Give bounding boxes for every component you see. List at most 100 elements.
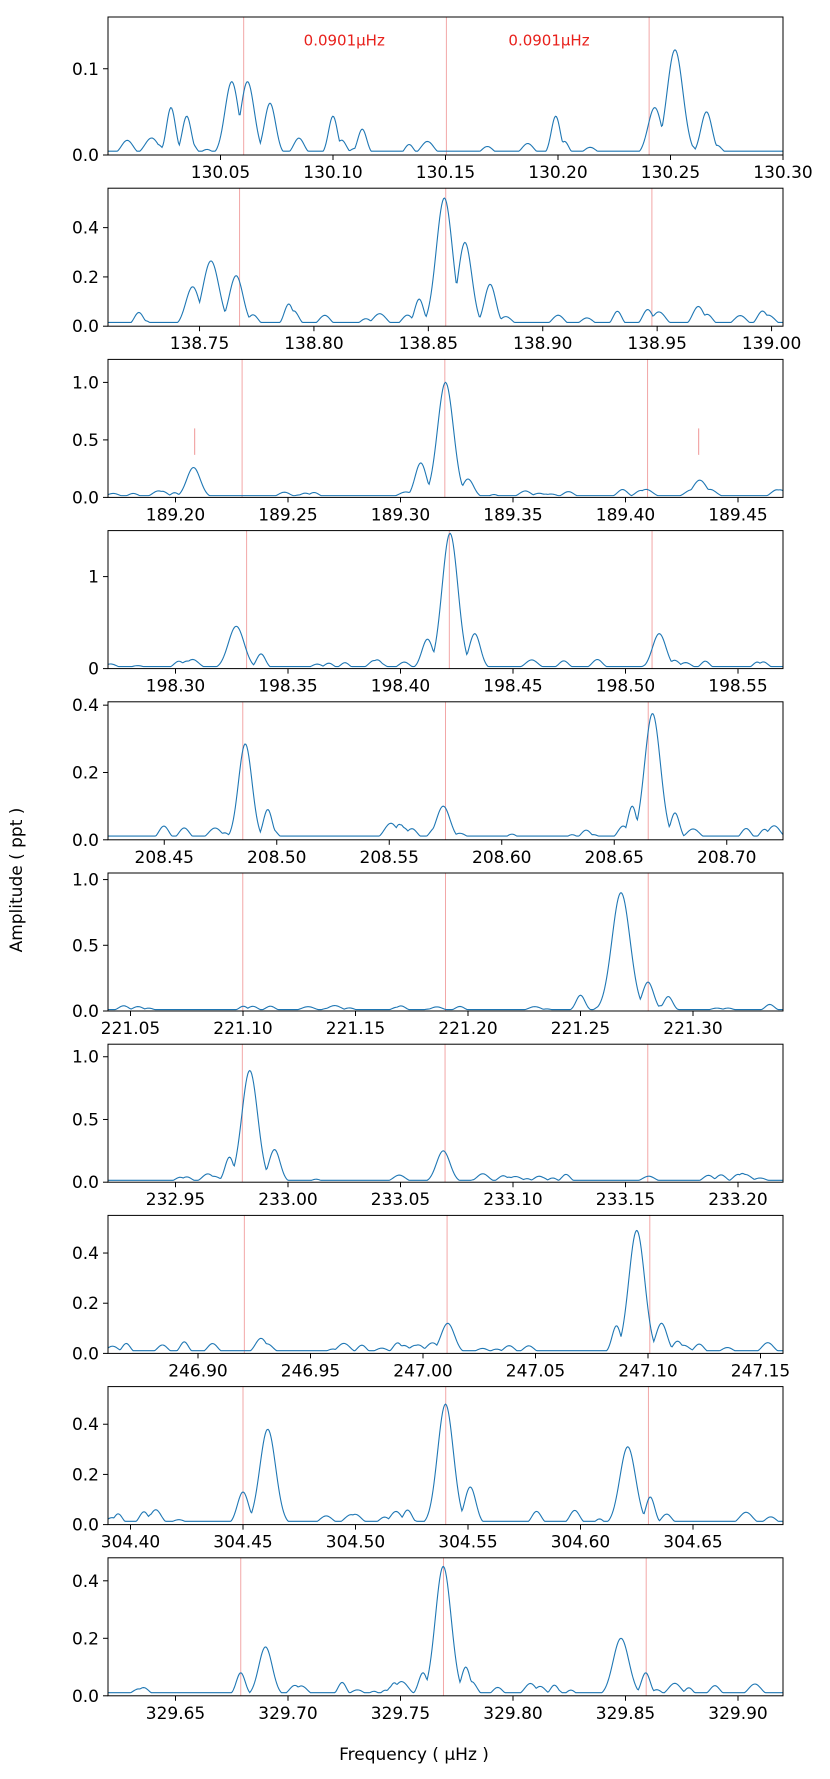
spacing-annotation: 0.0901μHz — [304, 31, 385, 49]
y-tick-label: 0.0 — [72, 1173, 99, 1193]
x-tick-label: 247.10 — [618, 1361, 677, 1381]
x-tick-label: 221.25 — [551, 1019, 610, 1039]
spectrum-line — [108, 1069, 783, 1181]
y-tick-label: 0.5 — [72, 936, 99, 956]
x-tick-label: 304.55 — [438, 1533, 497, 1553]
spacing-annotation: 0.0901μHz — [508, 31, 589, 49]
x-tick-label: 329.70 — [258, 1704, 317, 1724]
spectrum-line — [108, 1565, 783, 1694]
x-tick-label: 221.20 — [438, 1019, 497, 1039]
panel-frame — [107, 1386, 784, 1526]
x-tick-label: 208.70 — [697, 848, 756, 868]
y-tick-label: 0.2 — [72, 1294, 99, 1314]
x-tick-label: 208.45 — [135, 848, 194, 868]
x-tick-label: 233.00 — [258, 1190, 317, 1210]
x-tick-label: 329.85 — [596, 1704, 655, 1724]
x-tick-label: 233.05 — [371, 1190, 430, 1210]
x-tick-label: 189.35 — [483, 505, 542, 525]
x-tick-label: 130.10 — [303, 163, 362, 183]
y-tick-label: 0.5 — [72, 431, 99, 451]
x-tick-label: 138.75 — [170, 334, 229, 354]
x-tick-label: 198.45 — [483, 677, 542, 697]
x-tick-label: 198.40 — [371, 677, 430, 697]
x-tick-label: 189.30 — [371, 505, 430, 525]
x-tick-label: 130.15 — [416, 163, 475, 183]
panel-4: 198.30 198.35 198.40 198.45 198.50 198.55 0 1 — [88, 530, 784, 697]
y-tick-label: 0.4 — [72, 1415, 99, 1435]
x-tick-label: 198.50 — [596, 677, 655, 697]
panel-frame — [107, 1043, 784, 1183]
x-tick-label: 246.90 — [168, 1361, 227, 1381]
x-tick-label: 130.20 — [528, 163, 587, 183]
panel-9: 304.40 304.45 304.50 304.55 304.60 304.65 0.0 0… — [72, 1386, 784, 1553]
x-tick-label: 138.95 — [627, 334, 686, 354]
panel-frame — [107, 1214, 784, 1354]
x-axis-title: Frequency ( μHz ) — [339, 1745, 489, 1765]
x-tick-label: 138.80 — [284, 334, 343, 354]
y-tick-label: 0.0 — [72, 146, 99, 166]
x-tick-label: 329.90 — [708, 1704, 767, 1724]
x-tick-label: 189.45 — [708, 505, 767, 525]
y-tick-label: 0.4 — [72, 1572, 99, 1592]
panel-frame — [107, 530, 784, 670]
panel-frame — [107, 872, 784, 1012]
panel-frame — [107, 187, 784, 327]
panel-1: 130.05 130.10 130.15 130.20 130.25 130.30 0.0 0… — [72, 16, 813, 183]
x-tick-label: 221.15 — [326, 1019, 385, 1039]
x-tick-label: 247.15 — [731, 1361, 790, 1381]
panel-3: 189.20 189.25 189.30 189.35 189.40 189.45 0.0 0… — [72, 358, 784, 525]
panels: 130.05 130.10 130.15 130.20 130.25 130.30 0.0 0… — [72, 16, 813, 1724]
x-tick-label: 198.35 — [258, 677, 317, 697]
spectrum-line — [108, 381, 783, 497]
x-tick-label: 329.65 — [146, 1704, 205, 1724]
y-tick-label: 1.0 — [72, 871, 99, 891]
y-tick-label: 0.0 — [72, 488, 99, 508]
x-tick-label: 221.05 — [101, 1019, 160, 1039]
y-tick-label: 0.2 — [72, 1465, 99, 1485]
panel-5: 208.45 208.50 208.55 208.60 208.65 208.70 0.0 0… — [72, 696, 784, 868]
x-tick-label: 198.55 — [708, 677, 767, 697]
x-tick-label: 221.30 — [663, 1019, 722, 1039]
x-tick-label: 189.40 — [596, 505, 655, 525]
x-tick-label: 130.05 — [191, 163, 250, 183]
x-tick-label: 198.30 — [146, 677, 205, 697]
spectrum-line — [108, 532, 783, 668]
y-tick-label: 0.0 — [72, 1687, 99, 1707]
y-tick-label: 0.0 — [72, 831, 99, 851]
x-tick-label: 221.10 — [213, 1019, 272, 1039]
x-tick-label: 232.95 — [146, 1190, 205, 1210]
x-tick-label: 304.60 — [551, 1533, 610, 1553]
spectrum-line — [108, 713, 783, 837]
panel-frame — [107, 701, 784, 841]
spectrum-line — [108, 892, 783, 1011]
y-tick-label: 0.2 — [72, 763, 99, 783]
y-tick-label: 0.0 — [72, 1002, 99, 1022]
y-tick-label: 1.0 — [72, 1048, 99, 1068]
panel-frame — [107, 1557, 784, 1697]
x-tick-label: 304.65 — [663, 1533, 722, 1553]
x-tick-label: 189.25 — [258, 505, 317, 525]
x-tick-label: 130.25 — [641, 163, 700, 183]
x-tick-label: 304.40 — [101, 1533, 160, 1553]
x-tick-label: 208.65 — [585, 848, 644, 868]
x-tick-label: 247.00 — [393, 1361, 452, 1381]
panel-frame — [107, 358, 784, 498]
y-axis-title: Amplitude ( ppt ) — [7, 808, 27, 953]
x-tick-label: 208.55 — [360, 848, 419, 868]
x-tick-label: 329.80 — [483, 1704, 542, 1724]
y-tick-label: 0.0 — [72, 1516, 99, 1536]
spectrum-line — [108, 49, 783, 152]
x-tick-label: 138.90 — [513, 334, 572, 354]
spectrum-line — [108, 197, 783, 323]
x-tick-label: 304.45 — [213, 1533, 272, 1553]
y-tick-label: 1.0 — [72, 373, 99, 393]
panel-2: 138.75 138.80 138.85 138.90 138.95 139.00 0.0 0… — [72, 187, 801, 354]
x-tick-label: 233.15 — [596, 1190, 655, 1210]
x-tick-label: 130.30 — [753, 163, 812, 183]
x-tick-label: 208.60 — [472, 848, 531, 868]
y-tick-label: 0.4 — [72, 219, 99, 239]
y-tick-label: 0.4 — [72, 1244, 99, 1264]
y-tick-label: 0.0 — [72, 1344, 99, 1364]
x-tick-label: 138.85 — [399, 334, 458, 354]
